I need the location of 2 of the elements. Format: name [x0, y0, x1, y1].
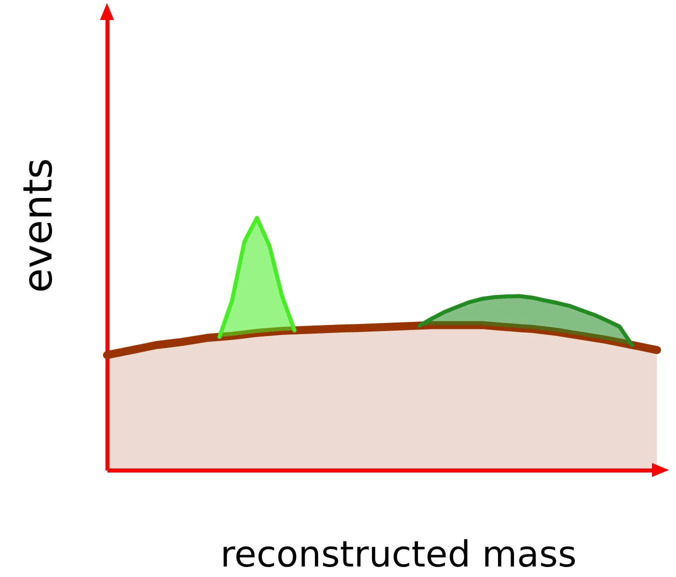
y-axis-title: events [16, 158, 62, 293]
x-axis-title: reconstructed mass [220, 534, 577, 576]
